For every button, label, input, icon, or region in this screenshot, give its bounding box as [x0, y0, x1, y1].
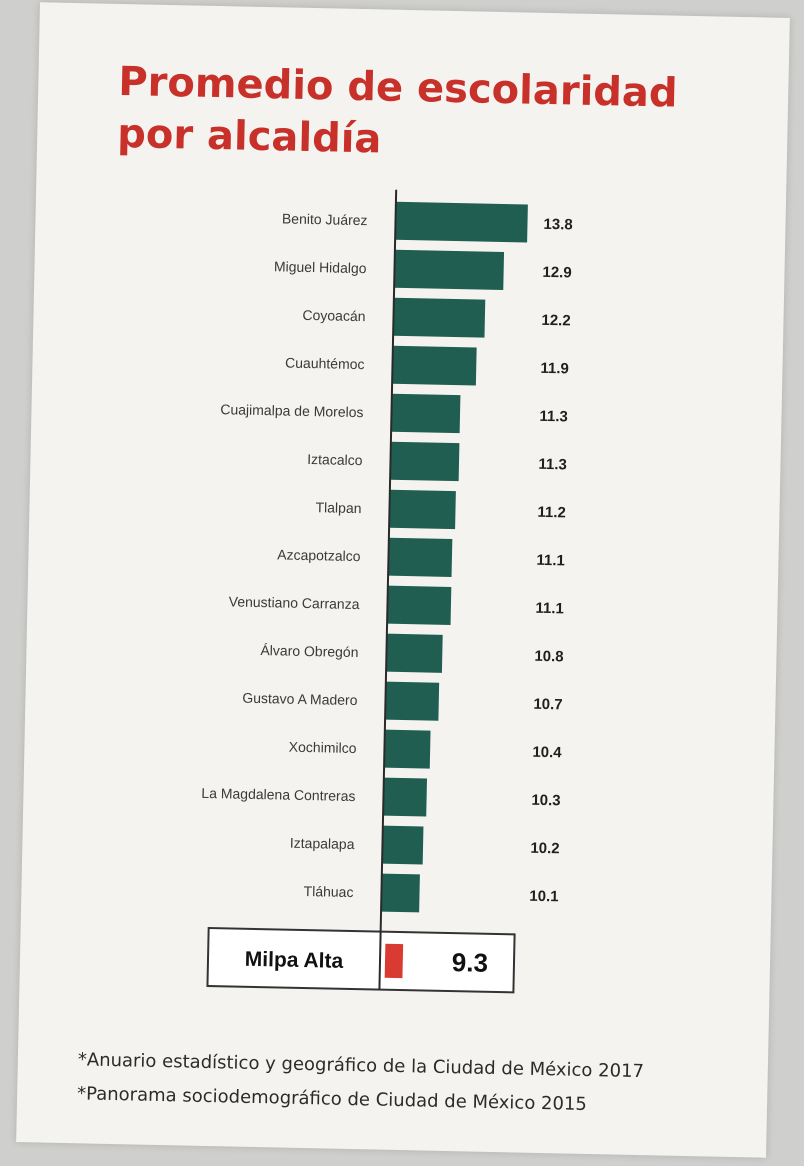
- category-label: Coyoacán: [302, 307, 365, 324]
- category-label: Venustiano Carranza: [229, 593, 360, 612]
- bar: [388, 537, 453, 578]
- bar: [395, 201, 528, 243]
- value-label: 12.9: [542, 264, 572, 282]
- bar: [391, 393, 461, 434]
- value-label: 13.8: [543, 216, 573, 234]
- category-label: Álvaro Obregón: [260, 642, 358, 660]
- category-label: Azcapotzalco: [277, 546, 361, 564]
- y-axis-line: [378, 189, 398, 990]
- value-label: 11.3: [539, 408, 568, 426]
- category-label: Iztacalco: [307, 451, 363, 468]
- category-label: Iztapalapa: [290, 835, 355, 852]
- category-label: Miguel Hidalgo: [274, 258, 367, 276]
- bar: [386, 633, 443, 673]
- bar: [394, 249, 505, 291]
- footnotes: *Anuario estadístico y geográfico de la …: [77, 1043, 758, 1125]
- bar: [389, 489, 456, 530]
- value-label: 10.4: [532, 744, 562, 762]
- value-label: 11.1: [536, 552, 565, 570]
- highlight-bar: [384, 943, 404, 979]
- bar: [383, 777, 428, 817]
- category-label: Cuauhtémoc: [285, 354, 365, 372]
- bar: [384, 729, 431, 769]
- value-label: 11.3: [538, 456, 567, 474]
- value-label: 10.1: [529, 888, 559, 906]
- highlight-category-label: Milpa Alta: [245, 948, 344, 973]
- bar: [382, 825, 424, 865]
- category-label: Xochimilco: [289, 739, 357, 756]
- value-label: 11.2: [537, 504, 566, 522]
- highlight-box: [206, 926, 516, 994]
- value-label: 12.2: [541, 312, 571, 330]
- category-label: Gustavo A Madero: [242, 690, 358, 708]
- bar: [393, 297, 486, 338]
- bar: [387, 585, 452, 626]
- category-label: Cuajimalpa de Morelos: [220, 401, 363, 420]
- category-label: La Magdalena Contreras: [201, 785, 355, 804]
- category-label: Benito Juárez: [282, 210, 368, 228]
- bar-chart: Benito Juárez 13.8 Miguel Hidalgo 12.9 Coyoa…: [201, 189, 573, 994]
- value-label: 10.2: [530, 840, 560, 858]
- bar: [381, 873, 420, 913]
- bar: [392, 345, 477, 386]
- value-label: 10.8: [534, 648, 564, 666]
- category-label: Tlalpan: [315, 499, 361, 516]
- highlight-value-label: 9.3: [452, 947, 489, 978]
- value-label: 11.9: [540, 360, 569, 378]
- bar: [385, 681, 440, 721]
- value-label: 11.1: [535, 600, 564, 618]
- category-label: Tláhuac: [303, 883, 353, 900]
- value-label: 10.7: [533, 696, 563, 714]
- value-label: 10.3: [531, 792, 561, 810]
- printed-page: Promedio de escolaridad por alcaldía Ben…: [16, 2, 790, 1158]
- bar: [390, 441, 460, 482]
